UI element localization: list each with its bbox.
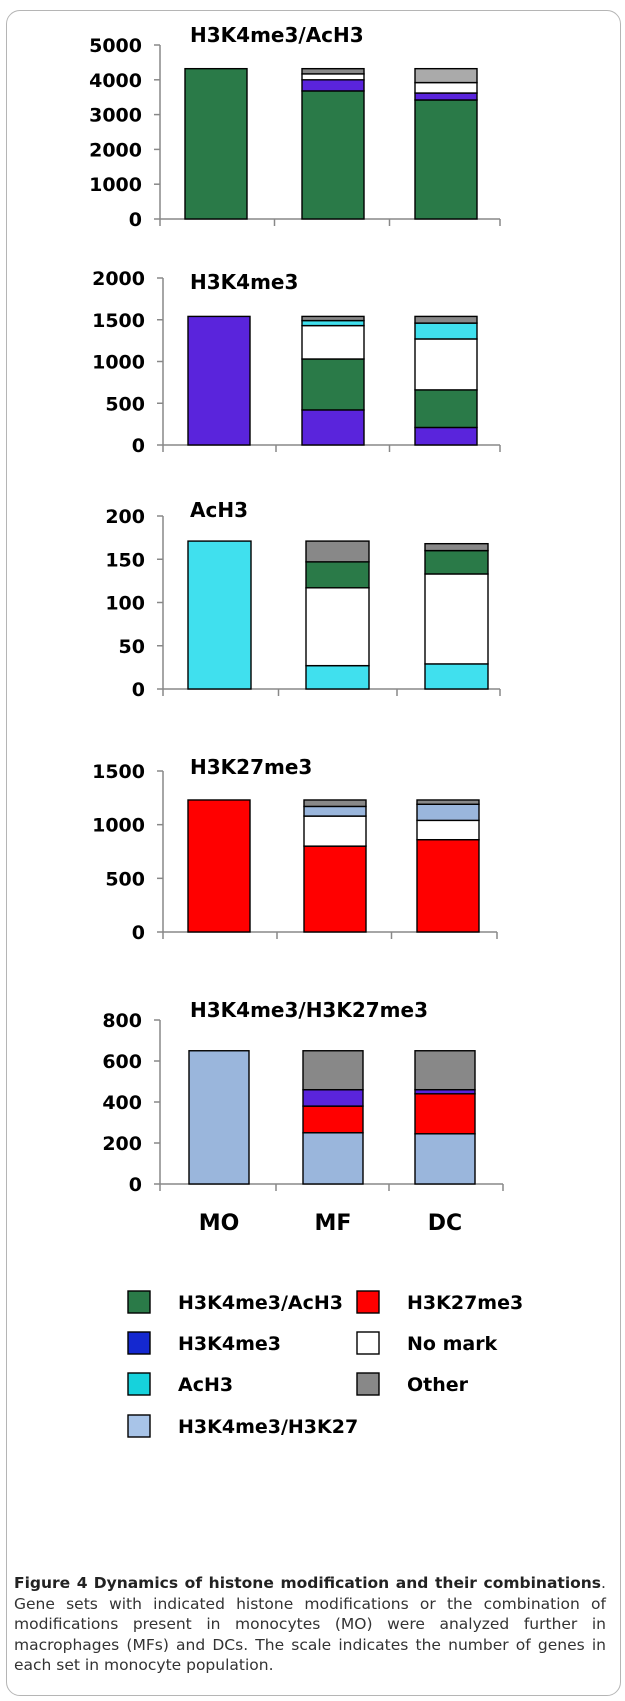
bar-h3k27me3-dc-h3k27me3 <box>416 838 480 933</box>
bar-h3k27me3-dc-no-mark <box>416 819 480 841</box>
y-tick-label: 150 <box>105 549 145 571</box>
bar-h3k4me3-dc-other <box>414 315 478 324</box>
bar-h3k4me3-dc-ach3 <box>414 322 478 340</box>
bar-h3k4me3-ach3-mf-h3k4me3 <box>301 79 365 92</box>
y-tick-label: 1000 <box>92 352 145 374</box>
y-tick-label: 1500 <box>92 761 145 783</box>
legend-swatch-h3k4me3 <box>127 1331 151 1355</box>
bar-h3k4me3-h3k27me3-mf-h3k4me3-h3k27 <box>302 1132 364 1185</box>
legend-swatch-h3k27me3 <box>356 1290 380 1314</box>
bar-h3k4me3-ach3-dc-h3k4me3-ach3 <box>414 99 478 220</box>
legend-swatch-h3k4me3-h3k27 <box>127 1414 151 1438</box>
bar-h3k4me3-mf-other <box>301 315 365 322</box>
bar-h3k4me3-ach3-mf-h3k4me3-ach3 <box>301 90 365 220</box>
y-tick-label: 800 <box>102 1010 142 1032</box>
chart-title-ach3: AcH3 <box>190 498 248 522</box>
caption-label: Figure 4 <box>14 1574 88 1592</box>
bar-ach3-dc-ach3 <box>424 663 489 690</box>
chart-title-h3k4me3-ach3: H3K4me3/AcH3 <box>190 23 364 47</box>
legend-label-other: Other <box>407 1374 469 1396</box>
y-tick-label: 200 <box>105 506 145 528</box>
x-category-label-mf: MF <box>315 1211 352 1236</box>
y-tick-label: 500 <box>105 868 145 890</box>
bar-h3k4me3-h3k27me3-mf-h3k27me3 <box>302 1105 364 1134</box>
chart-title-h3k27me3: H3K27me3 <box>190 755 312 779</box>
legend-label-h3k4me3-ach3: H3K4me3/AcH3 <box>178 1292 343 1314</box>
bar-h3k4me3-ach3-dc-h3k4me3 <box>414 92 478 101</box>
bar-h3k27me3-dc-h3k4me3-h3k27 <box>416 803 480 822</box>
y-tick-label: 0 <box>132 679 145 701</box>
bar-h3k27me3-dc-other <box>416 799 480 805</box>
x-category-label-mo: MO <box>199 1211 240 1236</box>
legend-swatch-h3k4me3-ach3 <box>127 1290 151 1314</box>
bar-h3k4me3-ach3-mf-other <box>301 67 365 75</box>
bar-h3k4me3-mf-no-mark <box>301 324 365 360</box>
stacked-bar-figure: H3K4me3/AcH3010002000300040005000H3K4me3… <box>89 23 523 1438</box>
y-tick-label: 0 <box>132 435 145 457</box>
y-tick-label: 0 <box>129 209 142 231</box>
bar-h3k4me3-ach3-dc-no-mark <box>414 81 478 94</box>
bar-ach3-dc-h3k4me3-ach3 <box>424 549 489 575</box>
bar-h3k27me3-mf-other <box>303 799 367 808</box>
figure-caption: Figure 4 Dynamics of histone modificatio… <box>14 1573 606 1676</box>
y-tick-label: 1500 <box>92 310 145 332</box>
y-tick-label: 2000 <box>92 268 145 290</box>
bar-h3k4me3-h3k27me3-mf-other <box>302 1050 364 1091</box>
bar-h3k4me3-mf-ach3 <box>301 319 365 327</box>
chart-title-h3k4me3-h3k27me3: H3K4me3/H3K27me3 <box>190 998 428 1022</box>
legend-label-h3k4me3: H3K4me3 <box>178 1333 281 1355</box>
y-tick-label: 0 <box>132 922 145 944</box>
chart-title-h3k4me3: H3K4me3 <box>190 270 298 294</box>
legend-label-h3k4me3-h3k27: H3K4me3/H3K27 <box>178 1416 358 1438</box>
bar-ach3-mf-other <box>305 540 370 563</box>
y-tick-label: 0 <box>129 1174 142 1196</box>
bar-h3k4me3-mf-h3k4me3-ach3 <box>301 358 365 411</box>
bar-h3k4me3-dc-h3k4me3-ach3 <box>414 389 478 429</box>
bar-h3k4me3-h3k27me3-dc-h3k27me3 <box>414 1093 476 1135</box>
bar-h3k27me3-mf-h3k4me3-h3k27 <box>303 805 367 817</box>
y-tick-label: 500 <box>105 393 145 415</box>
legend-swatch-other <box>356 1372 380 1396</box>
bar-h3k4me3-ach3-dc-other <box>414 67 478 84</box>
legend-label-no-mark: No mark <box>407 1333 498 1355</box>
bar-h3k27me3-mo-h3k27me3 <box>187 799 251 933</box>
caption-text: . Gene sets with indicated histone modif… <box>14 1574 606 1675</box>
legend-label-h3k27me3: H3K27me3 <box>407 1292 523 1314</box>
bar-ach3-mf-ach3 <box>305 664 370 690</box>
bar-h3k4me3-ach3-mf-no-mark <box>301 73 365 81</box>
bar-h3k4me3-h3k27me3-mf-h3k4me3 <box>302 1088 364 1107</box>
y-tick-label: 4000 <box>89 70 142 92</box>
bar-h3k4me3-dc-no-mark <box>414 338 478 391</box>
bar-ach3-dc-no-mark <box>424 573 489 665</box>
y-tick-label: 200 <box>102 1133 142 1155</box>
y-tick-label: 400 <box>102 1092 142 1114</box>
legend-swatch-ach3 <box>127 1372 151 1396</box>
legend-swatch-no-mark <box>356 1331 380 1355</box>
y-tick-label: 600 <box>102 1051 142 1073</box>
y-tick-label: 3000 <box>89 105 142 127</box>
y-tick-label: 5000 <box>89 35 142 57</box>
y-tick-label: 2000 <box>89 139 142 161</box>
bar-ach3-dc-other <box>424 542 489 552</box>
bar-ach3-mf-h3k4me3-ach3 <box>305 561 370 589</box>
y-tick-label: 1000 <box>89 174 142 196</box>
bar-h3k4me3-dc-h3k4me3 <box>414 426 478 446</box>
caption-title: Dynamics of histone modification and the… <box>93 1574 602 1592</box>
y-tick-label: 50 <box>119 636 145 658</box>
y-tick-label: 1000 <box>92 815 145 837</box>
bar-h3k4me3-h3k27me3-dc-h3k4me3-h3k27 <box>414 1133 476 1185</box>
bar-h3k27me3-mf-no-mark <box>303 815 367 847</box>
bar-h3k4me3-mf-h3k4me3 <box>301 409 365 446</box>
bar-ach3-mf-no-mark <box>305 587 370 667</box>
figure-frame <box>6 10 621 1696</box>
bar-h3k27me3-mf-h3k27me3 <box>303 845 367 933</box>
x-category-label-dc: DC <box>428 1211 462 1236</box>
bar-h3k4me3-mo-h3k4me3 <box>187 315 251 446</box>
bar-h3k4me3-h3k27me3-dc-other <box>414 1050 476 1091</box>
bar-h3k4me3-ach3-mo-h3k4me3-ach3 <box>184 67 248 220</box>
bar-h3k4me3-h3k27me3-mo-h3k4me3-h3k27 <box>188 1050 250 1185</box>
legend-label-ach3: AcH3 <box>178 1374 233 1396</box>
y-tick-label: 100 <box>105 593 145 615</box>
bar-ach3-mo-ach3 <box>187 540 252 690</box>
